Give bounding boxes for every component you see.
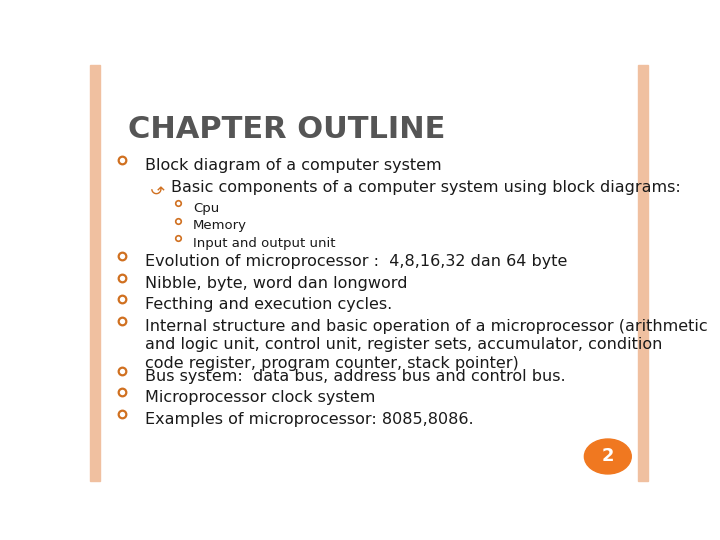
Text: Fecthing and execution cycles.: Fecthing and execution cycles. [145, 297, 392, 312]
Text: 2: 2 [602, 448, 614, 465]
Text: ↶: ↶ [150, 178, 165, 196]
Text: Input and output unit: Input and output unit [193, 237, 336, 249]
Text: Basic components of a computer system using block diagrams:: Basic components of a computer system us… [171, 180, 680, 195]
Text: Memory: Memory [193, 219, 247, 232]
Text: Nibble, byte, word dan longword: Nibble, byte, word dan longword [145, 275, 408, 291]
Text: Evolution of microprocessor :  4,8,16,32 dan 64 byte: Evolution of microprocessor : 4,8,16,32 … [145, 254, 567, 269]
Bar [638, 65, 648, 481]
Text: CHAPTER OUTLINE: CHAPTER OUTLINE [128, 114, 445, 144]
Circle shape [585, 439, 631, 474]
Text: Cpu: Cpu [193, 201, 220, 214]
Text: Internal structure and basic operation of a microprocessor (arithmetic
and logic: Internal structure and basic operation o… [145, 319, 707, 371]
Text: Bus system:  data bus, address bus and control bus.: Bus system: data bus, address bus and co… [145, 369, 565, 384]
Text: Microprocessor clock system: Microprocessor clock system [145, 390, 375, 406]
Text: Examples of microprocessor: 8085,8086.: Examples of microprocessor: 8085,8086. [145, 412, 473, 427]
Bar [90, 65, 100, 481]
Text: Block diagram of a computer system: Block diagram of a computer system [145, 158, 441, 173]
